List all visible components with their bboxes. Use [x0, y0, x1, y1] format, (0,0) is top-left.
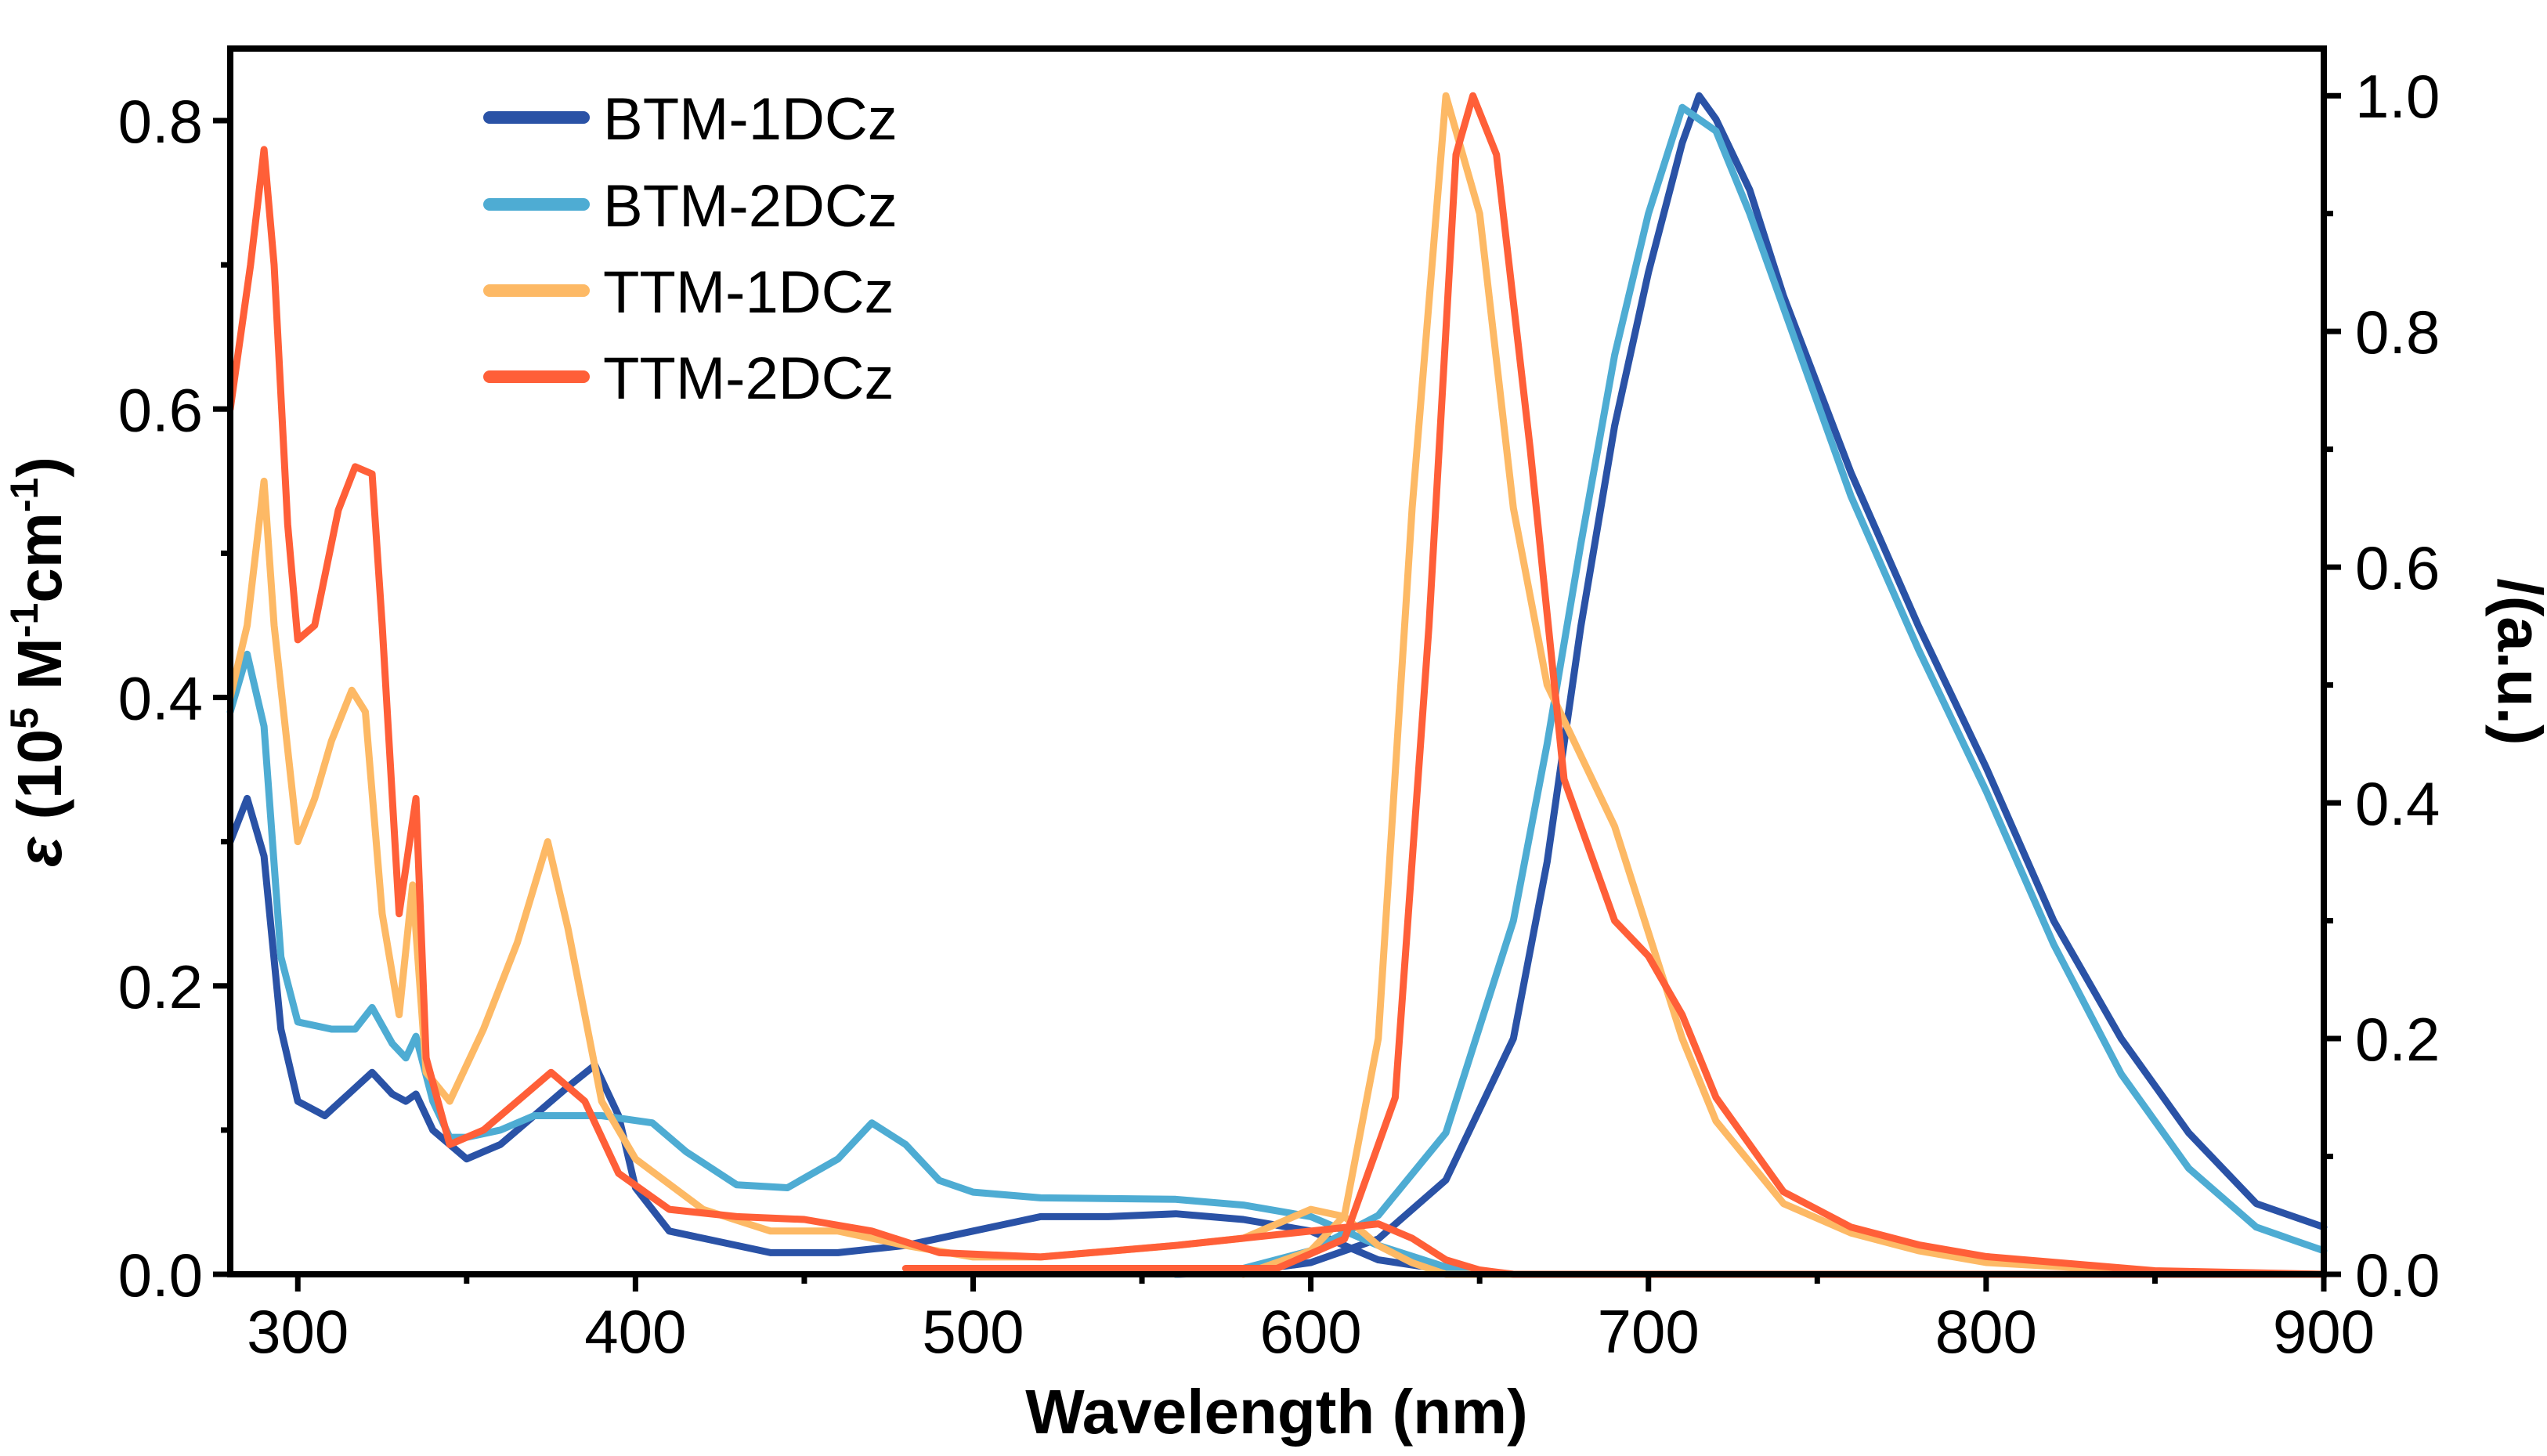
y-right-tick-label: 1.0: [2355, 62, 2440, 131]
y-right-tick-label: 0.2: [2355, 1005, 2440, 1074]
absorption-curve-btm-2dcz: [226, 650, 2328, 1278]
y-axis-right-title: /(a.u.): [2485, 578, 2547, 745]
y-left-tick-label: 0.4: [118, 664, 203, 733]
emission-curve-btm-1dcz: [1172, 92, 2328, 1278]
y-left-tick-label: 0.6: [118, 375, 203, 444]
y-left-tick-label: 0.8: [118, 87, 203, 156]
absorption-curve-ttm-1dcz: [226, 477, 2328, 1278]
x-tick-label: 600: [1260, 1297, 1362, 1366]
legend-label-ttm-1dcz: TTM-1DCz: [603, 259, 894, 326]
x-tick-label: 400: [584, 1297, 686, 1366]
x-tick-label: 800: [1935, 1297, 2037, 1366]
emission-curve-ttm-1dcz: [1239, 92, 2328, 1278]
plot-frame: [227, 45, 2327, 1277]
x-tick-label: 900: [2273, 1297, 2375, 1366]
x-tick-label: 300: [247, 1297, 349, 1366]
legend: BTM-1DCz BTM-2DCz TTM-1DCz TTM-2DCz: [483, 86, 898, 412]
emission-curve-ttm-2dcz: [901, 92, 2328, 1278]
y-left-tick-label: 0.0: [118, 1241, 203, 1310]
legend-label-btm-2dcz: BTM-2DCz: [603, 173, 898, 240]
y-right-tick-label: 0.0: [2355, 1241, 2440, 1310]
x-axis-title: Wavelength (nm): [1025, 1377, 1527, 1447]
absorption-curve-btm-1dcz: [226, 794, 2328, 1278]
y-right-tick-label: 0.8: [2355, 298, 2440, 367]
legend-label-ttm-2dcz: TTM-2DCz: [603, 345, 894, 412]
y-left-tick-label: 0.2: [118, 952, 203, 1021]
y-axis-left-title: ε (105 M-1cm-1): [2, 457, 74, 867]
x-tick-label: 500: [922, 1297, 1024, 1366]
x-tick-label: 700: [1598, 1297, 1700, 1366]
curves: [226, 92, 2328, 1278]
emission-curve-btm-2dcz: [1172, 103, 2328, 1278]
axis-ticks: 300 400 500 600 700 800 9000.00.20.40.60.80.00…: [118, 62, 2440, 1366]
y-right-tick-label: 0.4: [2355, 769, 2440, 838]
y-right-tick-label: 0.6: [2355, 533, 2440, 602]
legend-label-btm-1dcz: BTM-1DCz: [603, 86, 898, 153]
absorption-curve-ttm-2dcz: [226, 146, 2328, 1278]
